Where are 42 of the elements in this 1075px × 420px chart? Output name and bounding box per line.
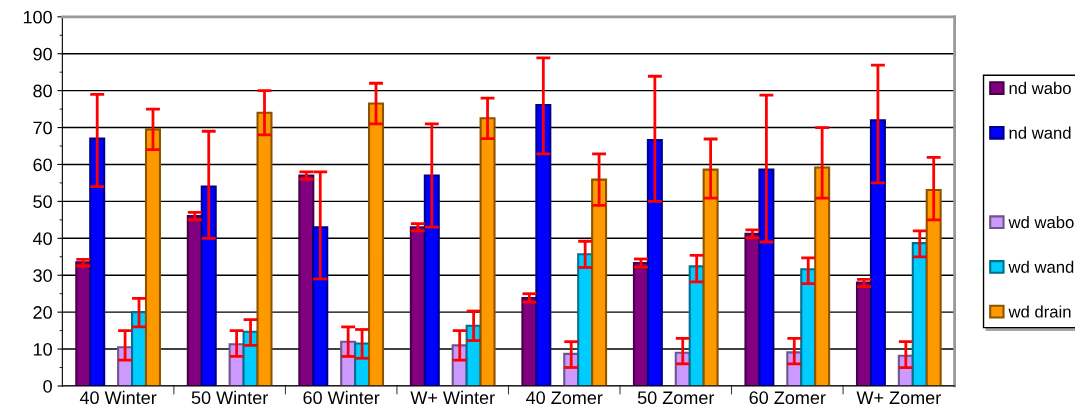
bar <box>646 139 663 386</box>
y-tick-label: 40 <box>32 232 52 246</box>
bar <box>423 174 440 386</box>
y-tick-label: 10 <box>33 343 52 356</box>
bar <box>89 137 106 386</box>
y-tick-label: 30 <box>33 269 52 282</box>
bar <box>591 178 608 386</box>
x-tick-label: 60 Zomer <box>749 391 826 405</box>
y-tick-label: 0 <box>43 379 52 393</box>
x-tick-label: W+ Winter <box>410 390 495 405</box>
bar <box>758 168 775 386</box>
x-tick-label: 50 Zomer <box>637 391 715 405</box>
x-tick-label: 50 Winter <box>191 390 268 405</box>
x-tick-label: 40 Winter <box>79 390 157 405</box>
x-tick-label: 60 Winter <box>303 390 380 405</box>
bar <box>144 128 161 386</box>
y-tick-label: 80 <box>33 84 52 98</box>
legend-label: wd wabo <box>1008 215 1074 229</box>
y-tick-label: 60 <box>33 158 52 172</box>
legend-label: wd drain <box>1008 305 1071 318</box>
bar <box>368 102 385 386</box>
x-tick-label: 40 Zomer <box>526 391 603 405</box>
bar <box>200 185 217 386</box>
bar <box>298 174 315 386</box>
bar <box>814 166 831 386</box>
x-tick-label: W+ Zomer <box>856 391 941 405</box>
y-tick-label: 90 <box>33 47 52 61</box>
bar <box>256 111 273 386</box>
bar <box>535 103 552 386</box>
y-tick-label: 100 <box>23 10 52 24</box>
y-tick-label: 20 <box>33 306 52 319</box>
y-tick-label: 70 <box>33 121 52 135</box>
bar <box>869 119 886 386</box>
legend-label: nd wand <box>1009 126 1071 139</box>
bar <box>702 168 719 386</box>
legend-label: nd wabo <box>1009 81 1071 95</box>
bar <box>409 226 426 386</box>
y-tick-label: 50 <box>33 195 52 209</box>
bar <box>312 226 329 386</box>
bar <box>925 188 942 386</box>
bar <box>479 117 496 386</box>
legend-label: wd wand <box>1008 260 1074 273</box>
